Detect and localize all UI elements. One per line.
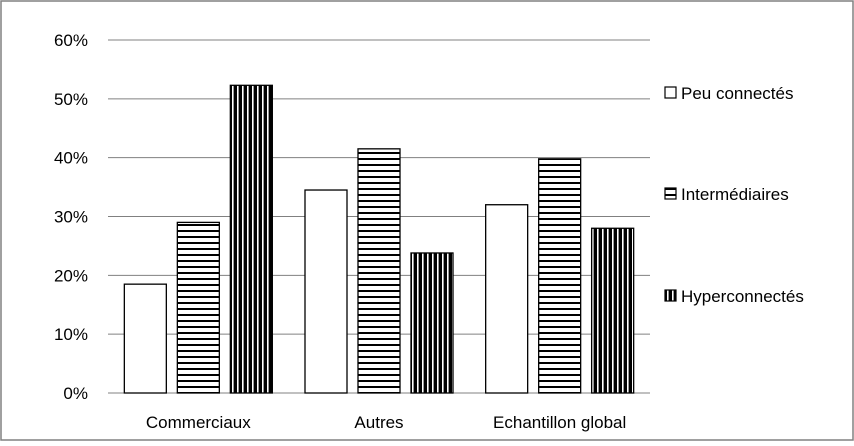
bar-hyperconnectés-1 [229, 84, 273, 394]
bar-peu-connectés-2 [304, 189, 348, 394]
bar-intermédiaires-2 [357, 148, 401, 394]
y-tick-label: 50% [54, 90, 88, 109]
y-tick-label: 60% [54, 31, 88, 50]
x-tick-label: Echantillon global [493, 413, 626, 432]
bar-hyperconnectés-3 [591, 227, 635, 394]
x-tick-label: Commerciaux [146, 413, 251, 432]
x-axis-tick-labels: Commerciaux Autres Echantillon global [146, 413, 626, 432]
y-tick-label: 40% [54, 149, 88, 168]
y-tick-label: 0% [63, 384, 88, 403]
y-axis-tick-labels: 0% 10% 20% 30% 40% 50% 60% [54, 31, 88, 403]
y-tick-label: 30% [54, 208, 88, 227]
legend-swatch [664, 86, 677, 99]
bar-intermédiaires-1 [176, 221, 220, 394]
bar-intermédiaires-3 [538, 158, 582, 394]
legend-swatch [664, 289, 677, 302]
legend-label: Peu connectés [681, 84, 793, 103]
x-tick-label: Autres [354, 413, 403, 432]
bar-hyperconnectés-2 [410, 252, 454, 394]
bar-peu-connectés-3 [485, 204, 529, 394]
y-tick-label: 20% [54, 266, 88, 285]
legend: Peu connectés Intermédiaires Hyperconnecté… [664, 84, 804, 306]
y-tick-label: 10% [54, 325, 88, 344]
legend-label: Intermédiaires [681, 185, 789, 204]
bars [123, 84, 635, 394]
bar-peu-connectés-1 [123, 283, 167, 394]
legend-swatch [664, 187, 677, 200]
legend-label: Hyperconnectés [681, 287, 804, 306]
